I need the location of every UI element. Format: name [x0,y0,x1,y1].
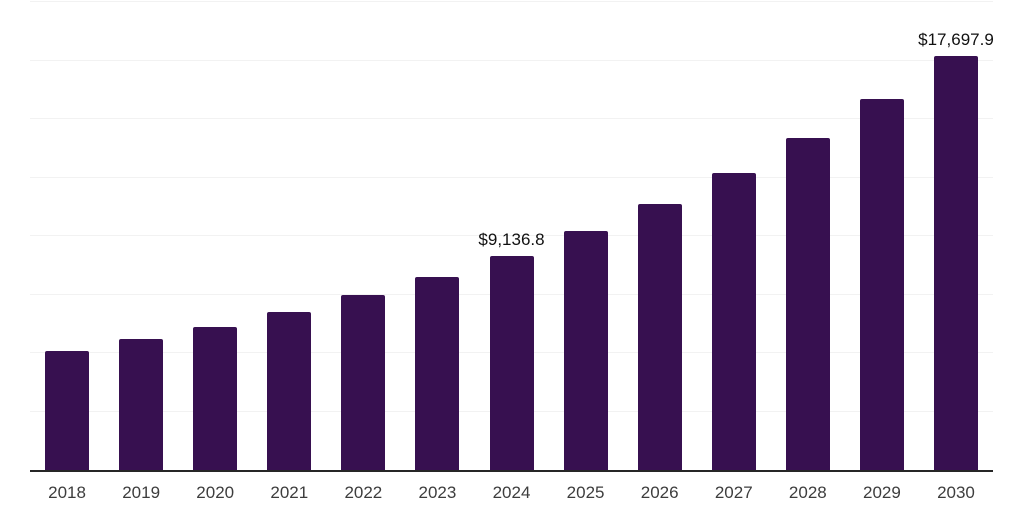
x-tick-label: 2019 [122,483,161,502]
bar-slot [252,2,326,470]
x-tick-label: 2027 [714,483,753,502]
bar-slot [30,2,104,470]
x-tick-label: 2021 [270,483,309,502]
bar-2021 [267,312,312,470]
plot-area: $9,136.8 $17,697.9 [30,1,994,472]
bar-2027 [711,173,756,470]
bar-slot [104,2,178,470]
x-tick-label: 2024 [492,483,531,502]
bar-2029 [859,98,904,470]
bar-slot [623,2,697,470]
gridline [30,59,993,61]
bar-slot [326,2,400,470]
x-tick-label: 2026 [640,483,679,502]
bar-2020 [193,326,238,470]
bar-2023 [415,276,460,470]
bar-2026 [637,203,682,470]
x-tick-label: 2029 [862,483,901,502]
gridline [30,118,993,119]
bar-2028 [785,137,830,470]
x-tick-label: 2025 [566,483,605,502]
x-axis-labels: 2018 2019 2020 2021 2022 2023 2024 2025 2026 2027… [30,482,993,503]
bars-container: $9,136.8 $17,697.9 [30,2,994,470]
x-tick-label: 2022 [344,483,383,502]
bar-value-label: $9,136.8 [478,230,545,250]
bar-2025 [563,231,608,470]
x-axis-line [30,470,993,472]
bar-slot [178,2,252,470]
bar-2019 [119,339,164,470]
bar-slot: $17,697.9 [918,2,994,470]
gridline [30,176,993,178]
bar-2030 [933,55,978,470]
bar-slot [400,2,474,470]
bar-slot: $9,136.8 [474,2,548,470]
gridline [30,1,993,2]
bar-slot [697,2,771,470]
bar-slot [771,2,845,470]
bar-slot [549,2,623,470]
x-tick-label: 2028 [788,483,827,502]
gridline [30,235,993,236]
bar-2024 [489,256,534,470]
bar-2022 [341,294,386,470]
x-tick-label: 2018 [48,483,86,502]
bar-2018 [45,350,90,470]
x-tick-label: 2020 [196,483,235,502]
x-tick-label: 2030 [937,483,975,502]
bar-value-label: $17,697.9 [918,29,994,49]
x-tick-label: 2023 [418,483,457,502]
bar-slot [845,2,919,470]
